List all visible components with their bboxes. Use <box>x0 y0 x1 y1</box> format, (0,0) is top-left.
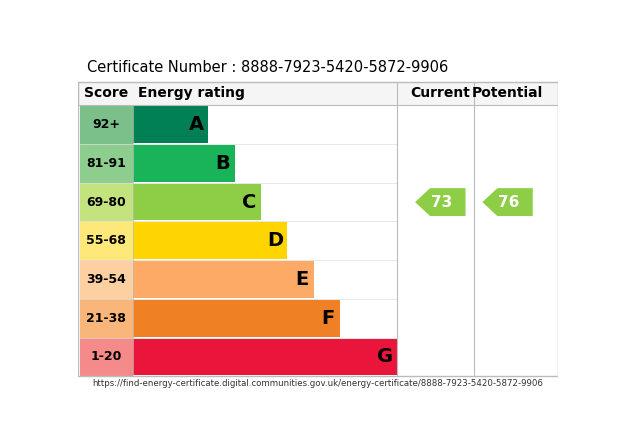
Bar <box>78 81 558 376</box>
Text: Certificate Number : 8888-7923-5420-5872-9906: Certificate Number : 8888-7923-5420-5872… <box>87 60 448 75</box>
Bar <box>80 183 133 221</box>
Text: A: A <box>188 115 203 134</box>
Text: 39-54: 39-54 <box>86 273 126 286</box>
Bar <box>80 260 133 299</box>
Text: https://find-energy-certificate.digital.communities.gov.uk/energy-certificate/88: https://find-energy-certificate.digital.… <box>92 379 543 389</box>
Polygon shape <box>482 188 533 216</box>
Text: Score: Score <box>84 86 128 100</box>
Bar <box>80 105 133 144</box>
Bar <box>80 221 133 260</box>
Text: 76: 76 <box>498 194 520 209</box>
Text: 69-80: 69-80 <box>86 196 126 209</box>
Text: 55-68: 55-68 <box>86 235 126 247</box>
Text: C: C <box>242 193 256 212</box>
Bar <box>133 184 261 220</box>
Text: Energy rating: Energy rating <box>138 86 244 100</box>
Text: Potential: Potential <box>472 86 543 100</box>
Bar <box>133 261 314 298</box>
Bar <box>80 337 133 376</box>
Text: D: D <box>267 231 283 250</box>
Text: 92+: 92+ <box>92 118 120 131</box>
Text: 73: 73 <box>431 194 453 209</box>
Text: 1-20: 1-20 <box>91 351 122 363</box>
Text: F: F <box>322 309 335 328</box>
Text: 21-38: 21-38 <box>86 312 126 325</box>
Bar <box>78 81 558 105</box>
Text: E: E <box>295 270 308 289</box>
Text: 81-91: 81-91 <box>86 157 126 170</box>
Bar <box>133 223 287 259</box>
Bar <box>80 144 133 183</box>
Bar <box>133 106 208 143</box>
Bar <box>133 145 234 182</box>
Text: G: G <box>377 348 393 367</box>
Text: Current: Current <box>410 86 470 100</box>
Bar <box>133 300 340 337</box>
Polygon shape <box>415 188 466 216</box>
Bar <box>133 339 397 375</box>
Bar <box>80 299 133 337</box>
Text: B: B <box>215 154 230 173</box>
